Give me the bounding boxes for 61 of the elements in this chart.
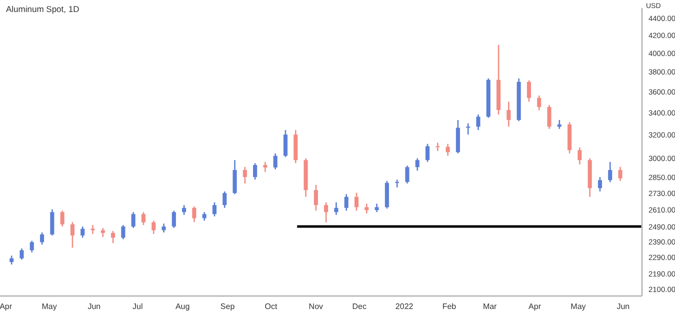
candlestick xyxy=(222,190,227,209)
candlestick xyxy=(182,204,186,216)
candlestick xyxy=(273,152,278,170)
candlestick xyxy=(608,161,612,183)
candlestick xyxy=(436,142,440,152)
chart-title: Aluminum Spot, 1D xyxy=(6,4,80,14)
candlestick xyxy=(324,202,328,223)
x-tick-label: Sep xyxy=(220,302,236,311)
x-tick-label: May xyxy=(42,302,57,311)
x-tick-label: Nov xyxy=(308,302,324,311)
candlestick xyxy=(141,211,146,226)
x-tick-label: Feb xyxy=(442,302,457,311)
candlestick xyxy=(232,159,237,195)
candlestick xyxy=(354,192,359,212)
candlestick xyxy=(598,176,602,192)
candlestick xyxy=(506,101,511,128)
candlestick xyxy=(121,224,126,240)
candlestick xyxy=(283,129,288,158)
x-tick-label: 2022 xyxy=(395,302,414,311)
candlestick xyxy=(253,162,258,180)
candlestick xyxy=(618,166,622,182)
candlestick xyxy=(344,193,348,212)
candlestick xyxy=(526,80,531,102)
x-tick-label: Jul xyxy=(132,302,144,311)
candlestick xyxy=(263,161,268,173)
candlestick xyxy=(446,143,450,156)
candlestick xyxy=(364,203,369,214)
candlestick xyxy=(70,221,74,248)
candlestick xyxy=(314,184,318,212)
x-tick-label: Aug xyxy=(175,302,190,311)
candlestick xyxy=(50,208,54,236)
candlestick xyxy=(152,220,156,235)
x-tick-label: Apr xyxy=(528,302,542,311)
x-tick-label: Jun xyxy=(616,302,630,311)
candlestick xyxy=(578,146,582,166)
candlestick xyxy=(415,158,420,172)
candlestick xyxy=(425,143,430,163)
candlestick xyxy=(90,224,95,235)
x-tick-label: Dec xyxy=(352,302,367,311)
candlestick xyxy=(20,248,24,260)
x-tick-label: Jun xyxy=(88,302,101,311)
candlestick xyxy=(60,210,64,228)
x-tick-label: Apr xyxy=(0,302,12,311)
candlestick xyxy=(405,164,410,184)
candlestick xyxy=(334,202,338,216)
candlestick xyxy=(547,104,552,130)
candlestick xyxy=(30,240,34,254)
candlestick xyxy=(172,210,176,229)
candlestick xyxy=(242,166,247,184)
candlestick xyxy=(212,202,217,218)
candlestick xyxy=(466,122,470,136)
x-tick-label: May xyxy=(570,302,586,311)
candlestick xyxy=(80,226,85,238)
candlestick xyxy=(192,206,196,223)
x-tick-label: Oct xyxy=(264,302,278,311)
x-tick-label: Mar xyxy=(482,302,498,311)
candlestick xyxy=(111,230,116,244)
candlestick xyxy=(40,232,44,246)
candlestick xyxy=(537,94,542,111)
candlestick xyxy=(476,114,480,131)
candlestick xyxy=(131,211,136,229)
